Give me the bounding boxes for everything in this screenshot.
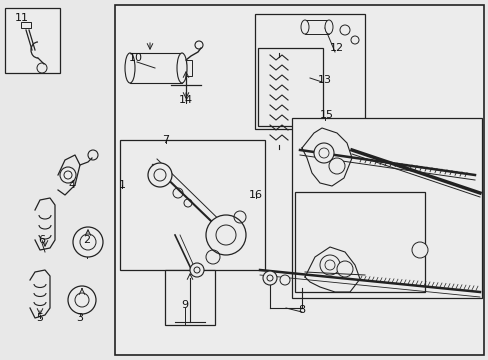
Circle shape [205, 215, 245, 255]
Bar [254, 14, 364, 129]
Text: 3: 3 [76, 313, 83, 323]
Circle shape [263, 271, 276, 285]
Bar [21, 22, 31, 28]
Circle shape [280, 275, 289, 285]
Bar [305, 20, 328, 34]
Bar [115, 5, 483, 355]
Circle shape [313, 143, 333, 163]
Circle shape [148, 163, 172, 187]
Ellipse shape [177, 53, 186, 83]
Circle shape [68, 286, 96, 314]
Text: 15: 15 [319, 110, 333, 120]
Text: 13: 13 [317, 75, 331, 85]
Circle shape [319, 255, 339, 275]
Text: 6: 6 [39, 235, 45, 245]
Circle shape [60, 167, 76, 183]
Text: 10: 10 [129, 53, 142, 63]
Text: 8: 8 [298, 305, 305, 315]
Text: 5: 5 [37, 313, 43, 323]
Bar [291, 118, 481, 298]
Bar [164, 270, 215, 325]
Circle shape [190, 263, 203, 277]
Bar [120, 140, 264, 270]
Text: 11: 11 [15, 13, 29, 23]
Circle shape [336, 261, 352, 277]
Bar [130, 53, 182, 83]
Bar [5, 8, 60, 73]
Bar [294, 192, 424, 292]
Ellipse shape [325, 20, 332, 34]
Text: 7: 7 [162, 135, 169, 145]
Text: 4: 4 [68, 180, 76, 190]
Bar [182, 60, 192, 76]
Ellipse shape [301, 20, 308, 34]
Ellipse shape [125, 53, 135, 83]
Circle shape [411, 242, 427, 258]
Text: 14: 14 [179, 95, 193, 105]
Circle shape [73, 227, 103, 257]
Text: 16: 16 [248, 190, 263, 200]
Text: 2: 2 [83, 235, 90, 245]
Text: 1: 1 [118, 180, 125, 190]
Circle shape [328, 158, 345, 174]
Bar [258, 48, 323, 126]
Text: 9: 9 [181, 300, 188, 310]
Text: 12: 12 [329, 43, 344, 53]
